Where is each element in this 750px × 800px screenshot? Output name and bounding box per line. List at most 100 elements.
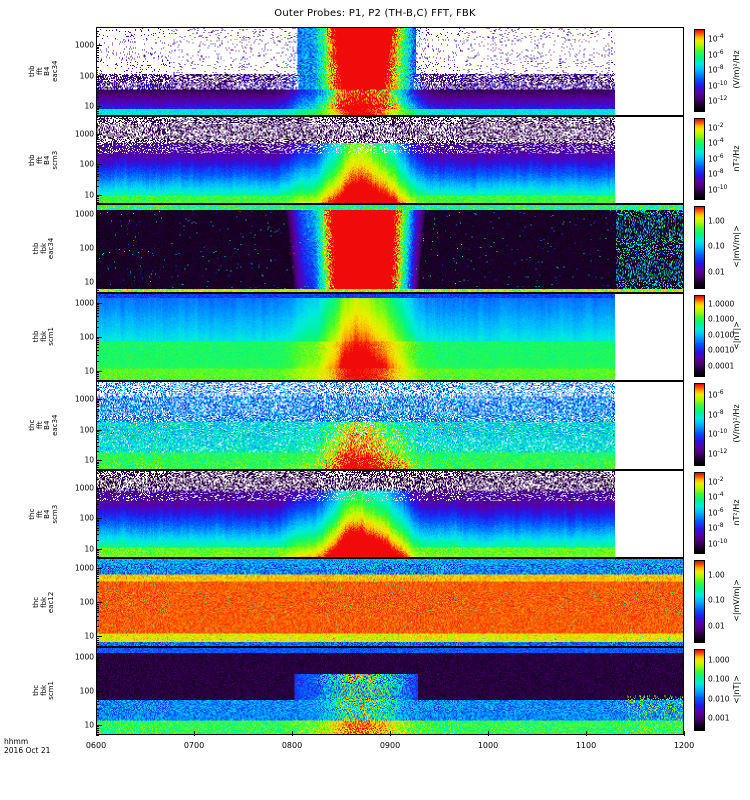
- y-minor-tick: [96, 316, 99, 317]
- colorbar-tick-label: 10-4: [708, 33, 724, 44]
- y-tick-label: 1000: [74, 129, 94, 139]
- y-minor-tick: [96, 728, 99, 729]
- y-minor-tick: [96, 347, 99, 348]
- y-minor-tick: [96, 321, 99, 322]
- y-minor-tick: [96, 647, 99, 648]
- y-minor-tick: [96, 166, 99, 167]
- x-major-tick: [194, 731, 195, 736]
- plot-area-thc-fbk-scm1: [96, 646, 684, 735]
- y-minor-tick: [96, 576, 99, 577]
- y-minor-tick: [96, 218, 99, 219]
- y-minor-tick: [96, 83, 99, 84]
- y-minor-tick: [96, 350, 99, 351]
- y-minor-tick: [96, 570, 99, 571]
- y-minor-tick: [96, 266, 99, 267]
- colorbar-tick-label: 0.100: [708, 674, 730, 684]
- x-tick-label: 1100: [575, 741, 597, 750]
- y-minor-tick: [96, 670, 99, 671]
- plot-area-thc-fft-b4-scm3: [96, 469, 684, 558]
- y-minor-tick: [96, 735, 99, 736]
- y-tick-label: 10: [84, 720, 94, 730]
- y-minor-tick: [96, 79, 99, 80]
- y-minor-tick: [96, 338, 99, 339]
- y-minor-tick: [96, 470, 99, 471]
- y-minor-tick: [96, 81, 99, 82]
- colorbar-thb-fbk-scm1: [694, 294, 705, 377]
- y-tick-label: 10: [84, 277, 94, 287]
- plot-area-thb-fft-b4-scm3: [96, 115, 684, 204]
- y-minor-tick: [96, 431, 99, 432]
- y-minor-tick: [96, 430, 102, 431]
- y-minor-tick: [96, 286, 99, 287]
- y-minor-tick: [96, 340, 99, 341]
- colorbar-thc-fbk-eac12: [694, 560, 705, 643]
- colorbar-unit-thb-fbk-scm1: <|nT|>: [731, 320, 741, 350]
- colorbar-unit-thb-fft-b4-scm3: nT²/Hz: [731, 145, 741, 172]
- y-minor-tick: [96, 460, 102, 461]
- spectrogram-panel-thc-fft-b4-eac34: [96, 381, 684, 470]
- y-minor-tick: [96, 195, 102, 196]
- x-major-tick: [488, 731, 489, 736]
- y-minor-tick: [96, 497, 99, 498]
- y-tick-label: 100: [79, 686, 94, 696]
- y-minor-tick: [96, 725, 102, 726]
- y-minor-tick: [96, 88, 99, 89]
- x-tick-label: 0800: [281, 741, 303, 750]
- y-minor-tick: [96, 582, 99, 583]
- y-minor-tick: [96, 568, 102, 569]
- y-minor-tick: [96, 248, 102, 249]
- y-minor-tick: [96, 202, 99, 203]
- y-minor-tick: [96, 402, 99, 403]
- y-minor-tick: [96, 606, 99, 607]
- spectrogram-image-thb-fft-b4-scm3: [97, 116, 683, 203]
- colorbar-tick-label: 10-10: [708, 79, 728, 91]
- colorbar-tick-label: 0.0001: [708, 361, 735, 371]
- colorbar-gradient: [695, 561, 704, 642]
- x-major-tick: [96, 731, 97, 736]
- y-minor-tick: [96, 92, 99, 93]
- y-minor-tick: [96, 167, 99, 168]
- y-minor-tick: [96, 232, 99, 233]
- colorbar-thb-fbk-eac34: [694, 206, 705, 289]
- y-minor-tick: [96, 451, 99, 452]
- y-minor-tick: [96, 415, 99, 416]
- colorbar-tick-label: 10-6: [708, 152, 724, 164]
- x-tick-label: 1200: [673, 741, 695, 750]
- y-minor-tick: [96, 698, 99, 699]
- y-minor-tick: [96, 549, 102, 550]
- y-minor-tick: [96, 681, 99, 682]
- y-tick-label: 100: [79, 597, 94, 607]
- y-minor-tick: [96, 586, 99, 587]
- y-minor-tick: [96, 660, 99, 661]
- colorbar-tick-label: 10-8: [708, 408, 724, 419]
- y-minor-tick: [96, 509, 99, 510]
- y-axis-ticks-thc-fbk-scm1: 1000 100 10: [50, 647, 94, 736]
- y-axis-label-line: fbk: [39, 242, 48, 254]
- colorbar-gradient: [695, 207, 704, 288]
- y-axis-ticks-thc-fbk-eac12: 1000 100 10: [50, 558, 94, 647]
- spectrogram-panel-thc-fbk-scm1: [96, 646, 684, 735]
- y-minor-tick: [96, 214, 102, 215]
- y-minor-tick: [96, 638, 99, 639]
- y-minor-tick: [96, 657, 102, 658]
- y-minor-tick: [96, 48, 99, 49]
- colorbar-thb-fft-b4-eac34: [694, 29, 705, 112]
- y-minor-tick: [96, 327, 99, 328]
- y-tick-label: 10: [84, 455, 94, 465]
- y-minor-tick: [96, 467, 99, 468]
- y-minor-tick: [96, 462, 99, 463]
- y-minor-tick: [96, 372, 99, 373]
- y-minor-tick: [96, 409, 99, 410]
- y-tick-label: 10: [84, 631, 94, 641]
- colorbar-tick-label: 0.0100: [708, 330, 735, 340]
- y-minor-tick: [96, 371, 102, 372]
- y-minor-tick: [96, 57, 99, 58]
- colorbar-tick-label: 10-10: [708, 537, 728, 549]
- y-axis-label-line: thb: [27, 65, 36, 78]
- spectrogram-image-thc-fbk-scm1: [97, 647, 683, 734]
- colorbar-thb-fft-b4-scm3: [694, 117, 705, 200]
- y-minor-tick: [96, 47, 99, 48]
- y-minor-tick: [96, 399, 102, 400]
- y-minor-tick: [96, 378, 99, 379]
- y-minor-tick: [96, 174, 99, 175]
